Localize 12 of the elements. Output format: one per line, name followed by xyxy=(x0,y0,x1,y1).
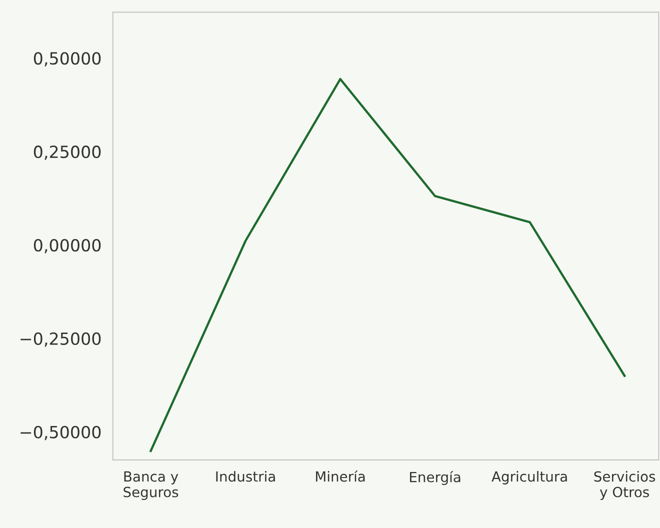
y-tick-label: 0,50000 xyxy=(34,52,101,66)
x-tick-label: Agricultura xyxy=(492,471,567,484)
x-tick-label: Banca y Seguros xyxy=(124,471,178,500)
y-tick-label: −0,50000 xyxy=(20,426,101,440)
x-tick-label: Energía xyxy=(410,471,460,485)
x-tick-label: Minería xyxy=(316,470,365,482)
y-tick-label: 0,25000 xyxy=(34,146,101,160)
y-tick-label: 0,00000 xyxy=(34,238,101,254)
x-tick-label: Industria xyxy=(216,471,275,482)
x-tick-label: Servicios y Otros xyxy=(594,471,656,500)
line-series xyxy=(150,78,626,452)
y-tick-label: −0,25000 xyxy=(20,332,101,347)
